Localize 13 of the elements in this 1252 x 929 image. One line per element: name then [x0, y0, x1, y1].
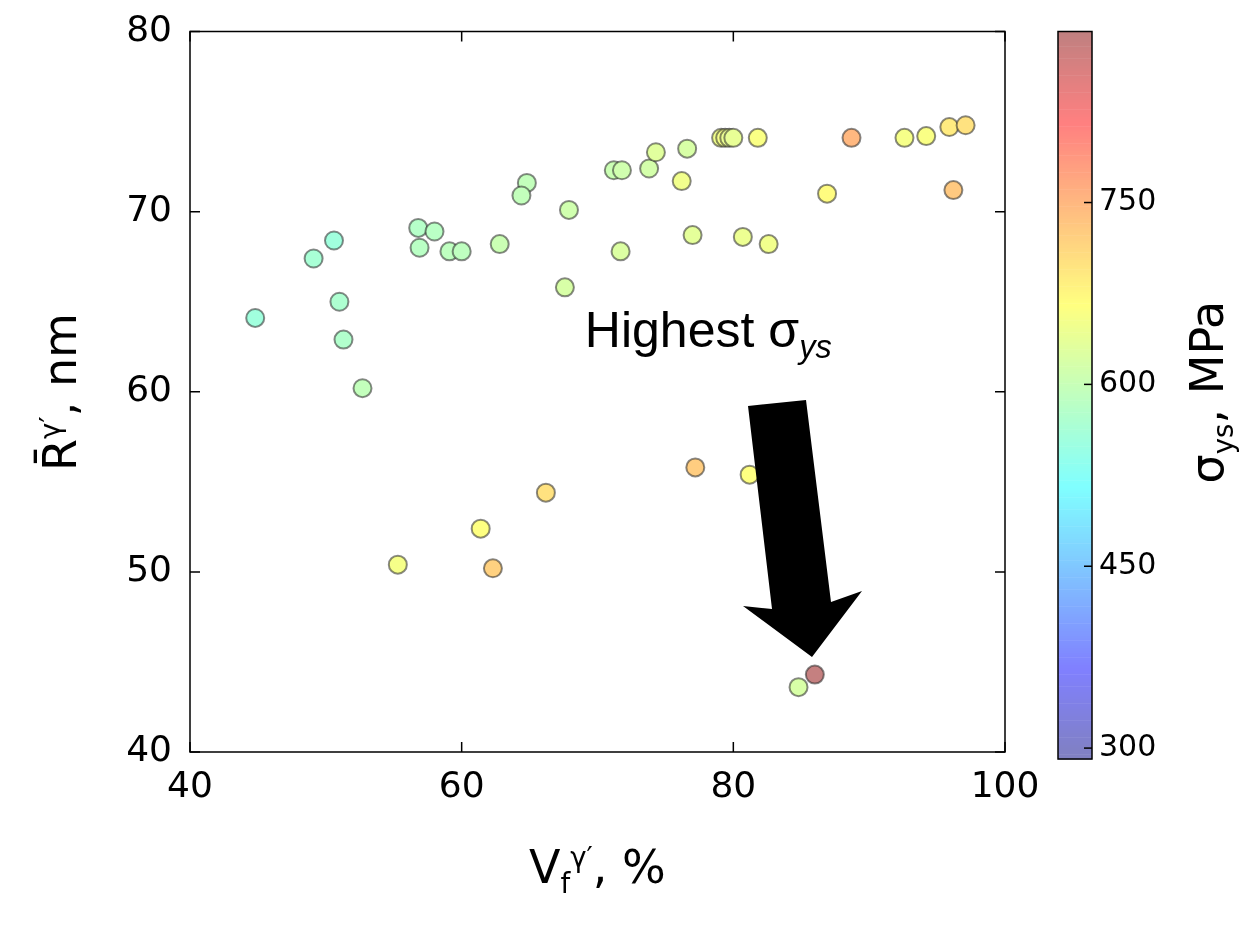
y-tick-label: 80: [126, 7, 172, 49]
color-bar-label: 450: [1099, 546, 1157, 582]
color-bar-label: 600: [1099, 364, 1157, 400]
x-tick-label: 60: [438, 763, 485, 805]
y-tick-label: 70: [126, 188, 172, 230]
color-bar-label: 300: [1099, 727, 1157, 763]
color-bar-label: 750: [1099, 182, 1157, 218]
y-tick-label: 50: [126, 548, 172, 590]
annotation: Highest σ$_{ys}$: [584, 301, 832, 365]
x-axis-title: V$_{f}$$^{γ′}$, %: [529, 840, 666, 901]
y-tick-label: 60: [126, 368, 172, 410]
x-tick-label: 100: [970, 763, 1040, 805]
x-tick-label: 80: [710, 763, 757, 805]
